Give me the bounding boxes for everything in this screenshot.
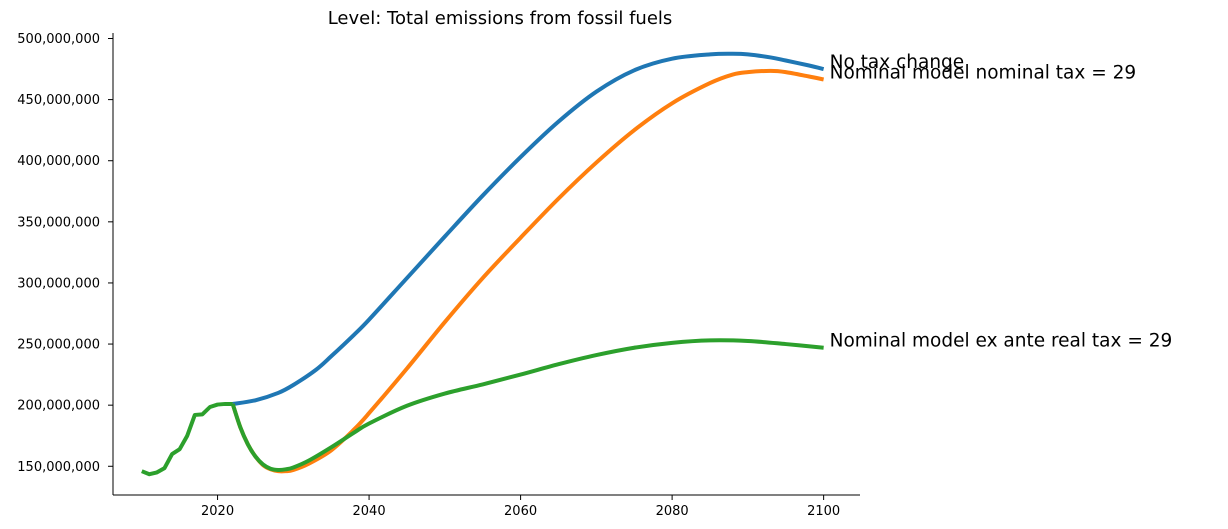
y-tick-label: 250,000,000 (17, 338, 100, 353)
series-line (232, 51, 825, 406)
series-layer (141, 51, 825, 477)
y-axis: 150,000,000 200,000,000 250,000,000 300,000… (17, 32, 114, 495)
x-tick-label: 2060 (504, 504, 537, 519)
y-tick-label: 300,000,000 (17, 276, 100, 291)
x-axis: 2020 2040 2060 2080 2100 (113, 494, 860, 519)
series-end-label: No tax change (830, 52, 965, 73)
series-2 (230, 68, 825, 474)
series-1 (232, 51, 825, 406)
y-tick-label: 400,000,000 (17, 154, 100, 169)
series-end-label: Nominal model ex ante real tax = 29 (830, 331, 1173, 352)
series-3 (141, 338, 824, 477)
y-tick-label: 500,000,000 (17, 32, 100, 47)
x-tick-label: 2020 (201, 504, 234, 519)
y-tick-label: 350,000,000 (17, 215, 100, 230)
x-tick-label: 2040 (353, 504, 386, 519)
x-tick-label: 2080 (656, 504, 689, 519)
chart-title: Level: Total emissions from fossil fuels (328, 8, 673, 29)
series-end-label: Nominal model nominal tax = 29 (830, 62, 1137, 83)
series-line (230, 338, 824, 472)
y-tick-label: 200,000,000 (17, 399, 100, 414)
series-line (230, 68, 825, 474)
y-tick-label: 450,000,000 (17, 93, 100, 108)
x-tick-label: 2100 (807, 504, 840, 519)
history-line (141, 401, 233, 477)
y-tick-label: 150,000,000 (17, 460, 100, 475)
